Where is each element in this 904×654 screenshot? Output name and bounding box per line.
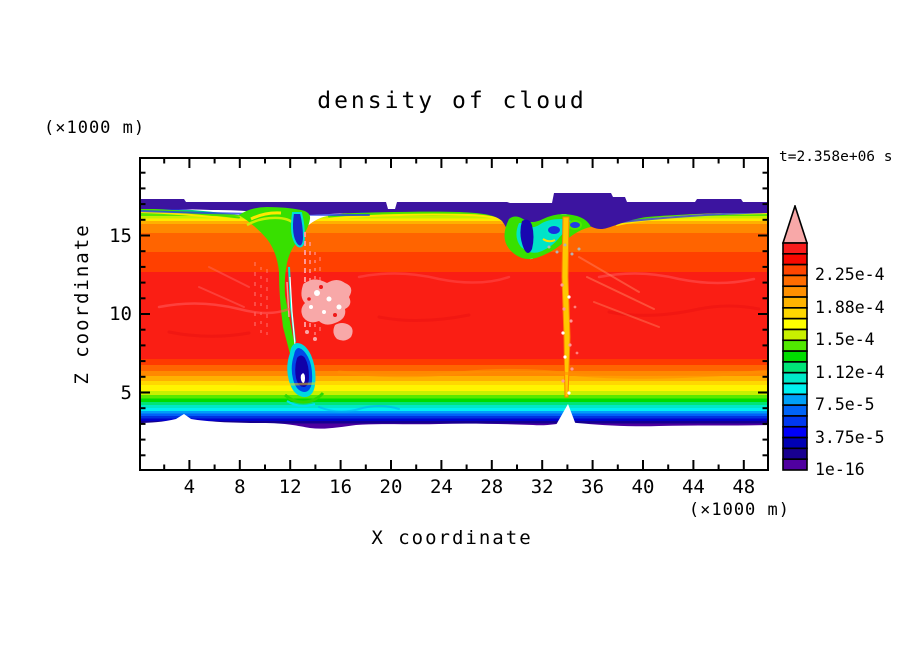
colorbar-segment	[782, 263, 808, 277]
time-annotation: t=2.358e+06 s	[779, 149, 893, 165]
axis-ticks	[141, 159, 767, 469]
colorbar-tick-label: 1.12e-4	[815, 362, 885, 382]
colorbar-segment	[782, 328, 808, 342]
colorbar	[781, 205, 809, 471]
colorbar-segment	[782, 371, 808, 385]
figure-title: density of cloud	[317, 88, 587, 114]
x-tick-label: 48	[732, 476, 756, 498]
overflow-patch	[301, 279, 353, 341]
colorbar-segment	[782, 242, 808, 255]
x-axis-title: X coordinate	[371, 527, 533, 549]
colorbar-segment	[782, 404, 808, 417]
top-inversion-band	[139, 193, 769, 258]
x-axis-unit-label: (×1000 m)	[688, 500, 790, 520]
x-tick-label: 28	[480, 476, 504, 498]
x-tick-label: 32	[530, 476, 554, 498]
colorbar-segment	[782, 296, 808, 309]
colorbar-tick-label: 3.75e-5	[815, 427, 885, 447]
x-tick-label: 20	[379, 476, 403, 498]
colorbar-segment	[782, 382, 808, 396]
y-tick-label: 5	[120, 381, 132, 404]
colorbar-tick-label: 7.5e-5	[815, 395, 875, 415]
colorbar-segment	[782, 253, 808, 266]
x-tick-label: 16	[329, 476, 353, 498]
colorbar-segment	[782, 274, 808, 288]
colorbar-segment	[782, 458, 808, 471]
colorbar-segment	[782, 285, 808, 298]
filament-speckles	[560, 283, 579, 395]
colorbar-segment	[782, 436, 808, 450]
colorbar-tick-label: 2.25e-4	[815, 265, 885, 285]
colorbar-segment	[782, 425, 808, 439]
x-tick-label: 44	[681, 476, 705, 498]
colorbar-segment	[782, 307, 808, 320]
x-tick-label: 12	[278, 476, 302, 498]
colorbar-overflow-arrow	[781, 205, 809, 244]
colorbar-segment	[782, 339, 808, 352]
x-tick-label: 24	[429, 476, 453, 498]
colorbar-segment	[782, 317, 808, 331]
colorbar-segments	[782, 242, 808, 471]
colorbar-segment	[782, 350, 808, 363]
field-texture	[157, 256, 769, 413]
colorbar-segment	[782, 361, 808, 374]
colorbar-segment	[782, 393, 808, 406]
x-tick-label: 8	[234, 476, 246, 498]
heatmap-plot	[139, 157, 769, 471]
colorbar-tick-label: 1e-16	[815, 460, 865, 479]
plot-frame	[139, 157, 769, 471]
y-tick-label: 10	[109, 303, 132, 325]
bottom-white-notch	[556, 404, 576, 425]
gray-speckles	[547, 243, 581, 256]
z-axis-unit-label: (×1000 m)	[44, 118, 146, 138]
colorbar-tick-label: 1.88e-4	[815, 297, 885, 317]
y-tick-label: 15	[109, 224, 132, 247]
colorbar-tick-label: 1.5e-4	[815, 330, 875, 350]
colorbar-segment	[782, 415, 808, 428]
right-plume	[504, 214, 591, 398]
x-tick-label: 4	[183, 476, 196, 498]
x-tick-label: 36	[581, 476, 605, 498]
colorbar-segment	[782, 447, 808, 460]
x-tick-label: 40	[631, 476, 655, 498]
